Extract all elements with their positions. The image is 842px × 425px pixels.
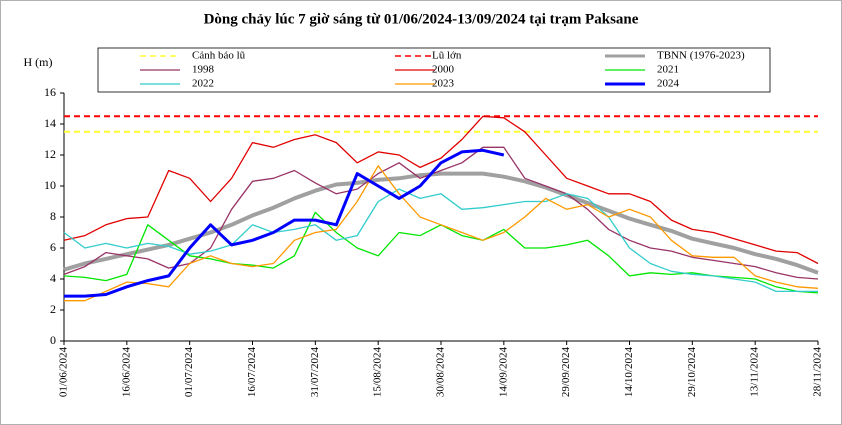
legend-label: 2024 bbox=[657, 78, 680, 90]
series-line bbox=[63, 171, 819, 275]
legend-label: 2023 bbox=[432, 78, 455, 90]
series-line bbox=[64, 165, 819, 302]
legend-label: Lũ lớn bbox=[432, 50, 462, 62]
y-tick-label: 8 bbox=[50, 209, 56, 223]
y-tick-label: 6 bbox=[50, 240, 56, 254]
x-tick-label: 01/06/2024 bbox=[58, 347, 70, 398]
y-tick-label: 16 bbox=[44, 85, 56, 99]
legend-label: 1998 bbox=[192, 64, 215, 76]
chart-title: Dòng chảy lúc 7 giờ sáng từ 01/06/2024-1… bbox=[204, 11, 639, 27]
x-tick-label: 30/08/2024 bbox=[435, 347, 447, 398]
legend-label: 2000 bbox=[432, 64, 455, 76]
x-tick-label: 14/10/2024 bbox=[623, 347, 635, 398]
series-line bbox=[63, 188, 818, 293]
x-tick-label: 16/06/2024 bbox=[120, 347, 132, 398]
y-tick-label: 14 bbox=[44, 116, 56, 130]
y-axis-label: H (m) bbox=[24, 55, 53, 69]
x-tick-label: 01/07/2024 bbox=[183, 347, 195, 398]
legend-label: Cảnh báo lũ bbox=[192, 50, 246, 62]
x-tick-label: 29/10/2024 bbox=[686, 347, 698, 398]
y-tick-label: 0 bbox=[50, 333, 56, 347]
y-tick-label: 2 bbox=[50, 302, 56, 316]
x-tick-label: 29/09/2024 bbox=[560, 347, 572, 398]
x-tick-label: 28/11/2024 bbox=[812, 347, 824, 397]
x-tick-label: 14/09/2024 bbox=[497, 347, 509, 398]
x-tick-label: 16/07/2024 bbox=[246, 347, 258, 398]
series-line bbox=[63, 115, 819, 265]
series-line bbox=[64, 148, 505, 298]
y-tick-label: 10 bbox=[44, 178, 56, 192]
legend-label: 2021 bbox=[657, 64, 679, 76]
legend-label: TBNN (1976-2023) bbox=[657, 50, 745, 62]
x-tick-label: 31/07/2024 bbox=[309, 347, 321, 398]
y-tick-label: 12 bbox=[44, 147, 56, 161]
y-tick-label: 4 bbox=[50, 271, 56, 285]
legend-label: 2022 bbox=[192, 78, 214, 90]
x-tick-label: 15/08/2024 bbox=[372, 347, 384, 398]
x-tick-label: 13/11/2024 bbox=[749, 347, 761, 397]
